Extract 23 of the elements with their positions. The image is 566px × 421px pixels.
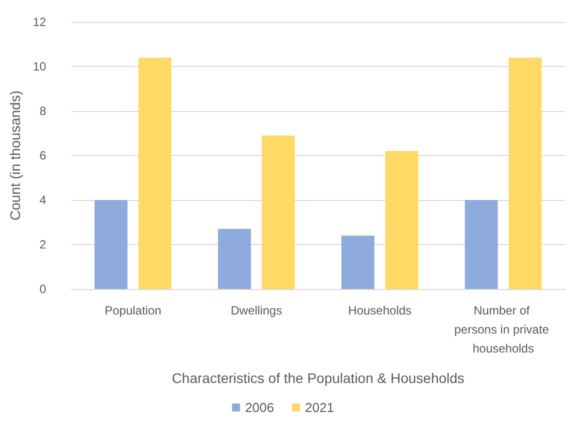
y-tick-label: 12: [32, 15, 47, 29]
y-tick-label: 4: [40, 193, 47, 207]
x-tick-label: Number of persons in private households: [454, 304, 552, 356]
bar: [341, 236, 374, 289]
bar: [94, 200, 128, 289]
bar: [385, 151, 418, 289]
legend-label: 2021: [305, 400, 334, 415]
legend-label: 2006: [245, 400, 274, 415]
y-tick-label: 0: [40, 282, 47, 296]
x-tick-label: Population: [104, 304, 162, 318]
y-tick-label: 10: [32, 60, 47, 74]
y-axis-title: Count (in thousands): [7, 90, 23, 220]
x-tick-label: Dwellings: [230, 304, 282, 318]
y-tick-label: 8: [40, 104, 47, 118]
x-tick-label: Households: [348, 304, 412, 318]
bar: [262, 135, 295, 289]
bar: [138, 58, 172, 289]
bar: [464, 200, 498, 289]
y-tick-label: 6: [40, 148, 47, 162]
bar: [508, 58, 542, 289]
bar: [218, 228, 251, 289]
y-tick-label: 2: [40, 238, 47, 252]
x-axis-title: Characteristics of the Population & Households: [172, 370, 464, 386]
